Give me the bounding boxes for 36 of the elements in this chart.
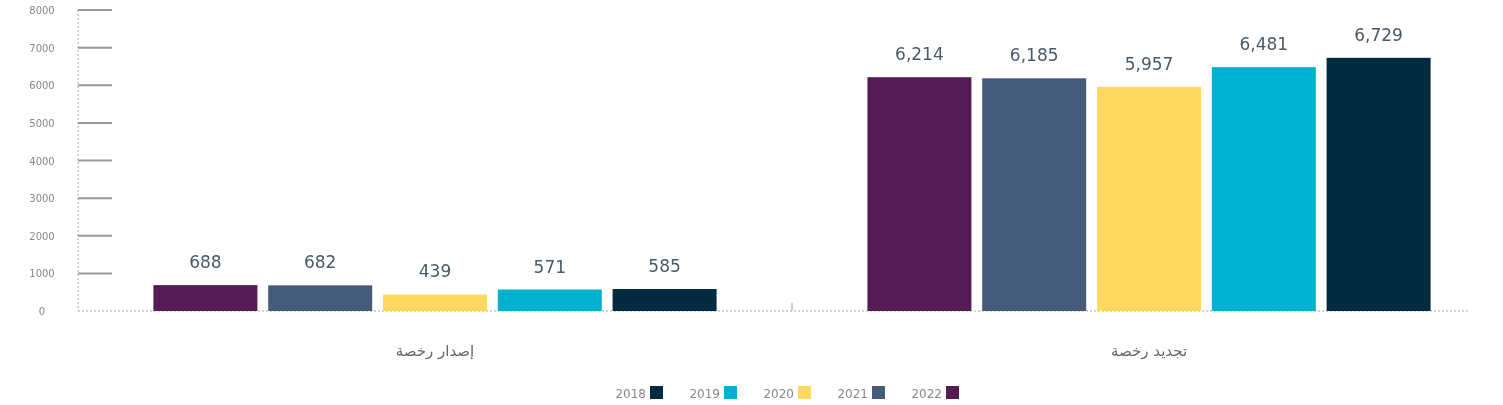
- data-label: 6,729: [1354, 24, 1403, 45]
- bar: [982, 78, 1087, 311]
- legend-label: 2019: [689, 387, 720, 401]
- x-tick-label: إصدار رخصة: [395, 342, 475, 360]
- data-label: 6,481: [1239, 34, 1289, 55]
- data-label: 585: [648, 255, 681, 276]
- data-label: 6,185: [1009, 45, 1059, 66]
- data-label: 688: [189, 252, 222, 273]
- bar: [1211, 67, 1316, 311]
- y-tick-label: 7000: [29, 42, 55, 54]
- legend-label: 2018: [615, 387, 646, 401]
- y-tick-label: 1000: [29, 268, 55, 280]
- bar: [497, 289, 602, 311]
- bar: [1326, 57, 1431, 311]
- y-tick-label: 2000: [29, 230, 55, 242]
- x-tick-label: تجديد رخصة: [1110, 342, 1188, 360]
- y-tick-label: 5000: [29, 117, 55, 129]
- legend-label: 2022: [911, 387, 942, 401]
- data-label: 439: [418, 261, 452, 282]
- y-tick-label: 0: [38, 306, 46, 317]
- y-tick-label: 8000: [29, 5, 55, 16]
- bar: [612, 288, 717, 311]
- y-tick-label: 4000: [29, 155, 55, 167]
- data-label: 5,957: [1124, 53, 1174, 74]
- data-label: 682: [303, 252, 337, 273]
- y-tick-label: 3000: [29, 193, 55, 205]
- bar: [1097, 86, 1201, 311]
- bar: [268, 285, 373, 311]
- legend-label: 2020: [763, 387, 794, 401]
- legend-label: 2021: [837, 387, 868, 401]
- bar: [867, 77, 972, 311]
- bar: [383, 294, 487, 311]
- data-label: 6,214: [895, 44, 944, 65]
- data-label: 571: [533, 256, 567, 277]
- bar: [153, 285, 258, 311]
- y-tick-label: 6000: [29, 80, 55, 92]
